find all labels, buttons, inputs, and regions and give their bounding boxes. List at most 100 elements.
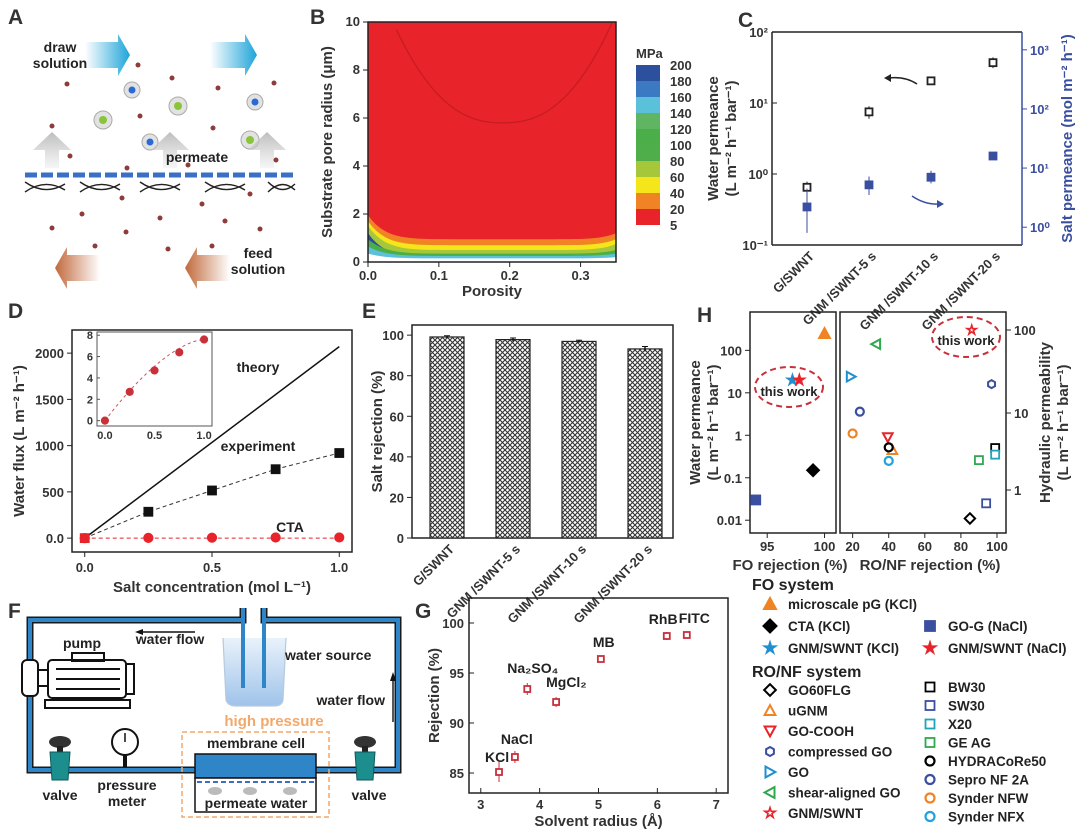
point-label: RhB	[649, 611, 678, 627]
legend-item: Synder NFX	[948, 810, 1025, 825]
legend-item: GO60FLG	[788, 683, 851, 698]
y-tick-label: 0.0	[46, 531, 64, 546]
colorbar-label: 120	[670, 122, 692, 137]
inset-x-tick-label: 0.0	[97, 430, 112, 442]
point-label: NaCl	[501, 731, 533, 747]
colorbar-title: MPa	[636, 46, 664, 61]
ions	[93, 81, 264, 151]
panel-b: B 0 2 4 6 8 10 0.0 0.1 0.2 0.3 Porosity Substrate p…	[310, 6, 692, 300]
colorbar-swatch	[636, 177, 660, 193]
data-point	[596, 655, 605, 663]
this-work-label-left: this work	[760, 384, 818, 399]
legend-item: GNM/SWNT (KCl)	[788, 641, 899, 656]
draw-solution-label-1: draw	[44, 39, 77, 55]
y-tick-label: 100	[442, 616, 464, 631]
legend-item: GE AG	[948, 736, 991, 751]
colorbar-label: 5	[670, 218, 677, 233]
legend-marker	[924, 737, 936, 748]
x-tick-label: 0.3	[572, 268, 590, 283]
cta-point	[143, 532, 154, 543]
left-arrowhead	[884, 74, 891, 82]
feed-arrow-left	[55, 247, 100, 289]
y-tick-label: 85	[450, 766, 464, 781]
colorbar-swatch	[636, 81, 660, 97]
legend-marker	[762, 725, 778, 739]
this-work-ellipse-right	[931, 316, 1001, 358]
contour-band-80	[368, 226, 616, 262]
data-point	[926, 76, 936, 86]
legend-marker	[762, 703, 778, 716]
colorbar-label: 140	[670, 106, 692, 121]
fo-point	[817, 325, 832, 339]
y-tick-label: 0.01	[717, 513, 742, 528]
y-tick-label: 10	[346, 14, 360, 29]
legend-marker	[765, 745, 775, 758]
legend-item: BW30	[948, 680, 986, 695]
point-label: KCl	[485, 749, 509, 765]
y-tick-label: 100	[720, 343, 742, 358]
pump-label: pump	[63, 635, 101, 651]
panel-h: H 0.01 0.1 1 10 100 1 10 100 95 100 20 40 60 80 100 FO …	[687, 304, 1072, 825]
water-flow-top-label: water flow	[135, 631, 205, 647]
y-tick-label: 1	[735, 428, 742, 443]
panel-a: A draw solution permeate	[8, 6, 296, 289]
water-flow-arrow-right	[390, 672, 396, 722]
plot-frame	[367, 21, 617, 263]
legend-item: microscale pG (KCl)	[788, 597, 917, 612]
inset-x-tick-label: 0.5	[147, 430, 162, 442]
contour-band-160	[368, 246, 616, 262]
y-axis-label-1: Water permeance	[705, 76, 722, 201]
legend-item: GO-COOH	[788, 724, 854, 739]
x-tick-label: 0.5	[203, 560, 221, 575]
x-tick-label: 60	[918, 539, 932, 554]
y-tick-label: 0	[353, 254, 360, 269]
y2-axis-label-1: Hydraulic permeability	[1037, 341, 1054, 503]
draw-arrow-right	[210, 34, 257, 76]
fo-point	[791, 371, 807, 387]
x-axis-label: Porosity	[462, 283, 523, 300]
point-label: Na₂SO₄	[507, 660, 558, 676]
y-tick-label: 10⁰	[748, 167, 768, 182]
draw-arrow-left	[85, 34, 130, 76]
ro-point	[847, 428, 858, 439]
colorbar-swatch	[636, 145, 660, 161]
y-tick-label: 90	[450, 716, 464, 731]
bar	[495, 339, 531, 539]
contour-band-outside	[368, 253, 616, 262]
ro-point	[990, 449, 1001, 460]
legend-item: GO-G (NaCl)	[948, 619, 1028, 634]
data-point	[511, 753, 519, 761]
cta-point	[334, 532, 345, 543]
y-tick-label: 80	[390, 369, 404, 384]
y2-tick-label: 10	[1014, 406, 1028, 421]
data-point	[523, 685, 532, 693]
y-tick-label: 10²	[749, 25, 768, 40]
b-axes: 0 2 4 6 8 10 0.0 0.1 0.2 0.3 Porosity Substrate por…	[319, 14, 617, 300]
ro-point	[987, 378, 997, 390]
legend-marker	[924, 810, 936, 823]
legend-item: CTA (KCl)	[788, 619, 850, 634]
legend-ro-title: RO/NF system	[752, 664, 861, 681]
panel-letter-c: C	[738, 9, 753, 32]
y-tick-label: 4	[353, 158, 361, 173]
legend-item: X20	[948, 717, 972, 732]
y-tick-label: 2	[353, 206, 360, 221]
inset-fit-line	[104, 338, 205, 421]
annotation-cta: CTA	[276, 519, 304, 535]
legend-fo-title: FO system	[752, 577, 834, 594]
left-x-axis-label: FO rejection (%)	[732, 557, 847, 574]
ro-point	[963, 511, 977, 526]
inset-point	[199, 335, 209, 344]
y-tick-label: 10	[728, 386, 742, 401]
y-tick-label: 1500	[35, 392, 64, 407]
legend-item: uGNM	[788, 704, 828, 719]
valve-left-label: valve	[42, 787, 77, 803]
ro-point	[881, 432, 895, 445]
ro-point	[981, 498, 992, 509]
pressure-meter-gauge	[111, 728, 139, 767]
colorbar-swatch	[636, 209, 660, 225]
